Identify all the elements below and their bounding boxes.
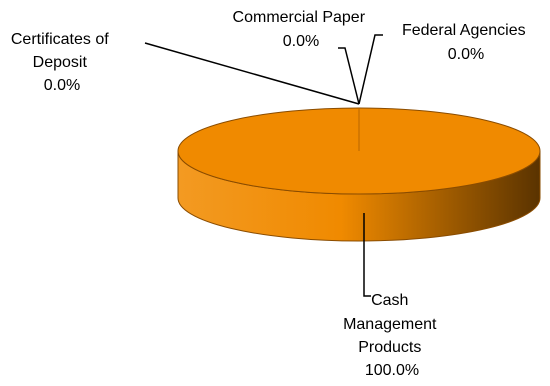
data-label-certificates-of-deposit: Certificates of Deposit 0.0% (11, 31, 113, 94)
leader-line-commercial-paper (338, 47, 360, 105)
data-label-federal-agencies: Federal Agencies 0.0% (402, 22, 530, 63)
leader-line-federal-agencies (358, 34, 383, 105)
data-label-cash-management-products: Cash Management Products 100.0% (343, 292, 441, 379)
leader-line-certificates-of-deposit (144, 42, 360, 105)
leader-lines (144, 34, 383, 297)
leader-line-cash-management-products (363, 213, 371, 297)
data-label-commercial-paper: Commercial Paper 0.0% (233, 9, 370, 50)
pie-slice-cash-management-products (177, 107, 541, 242)
